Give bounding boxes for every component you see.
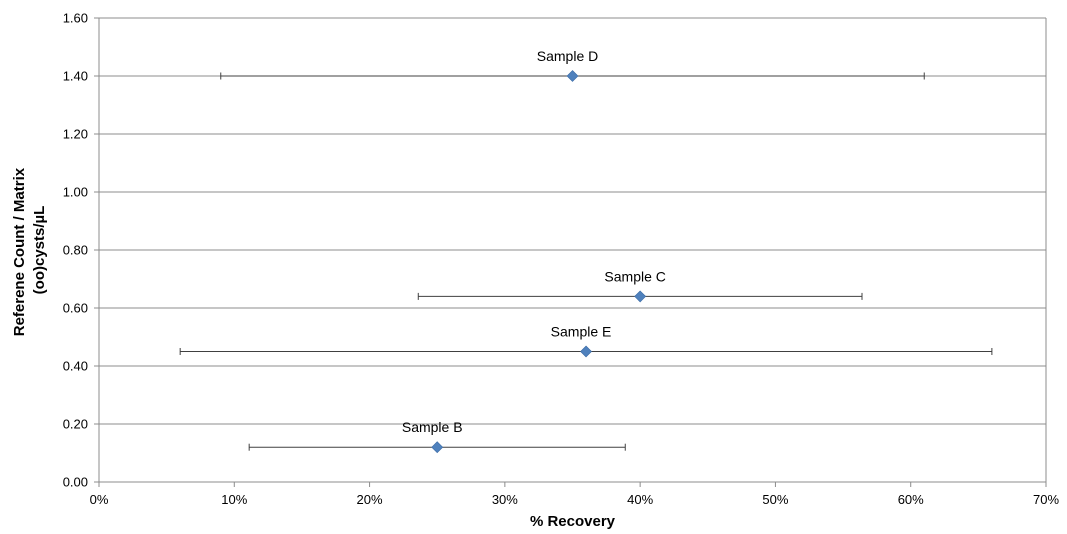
data-point-label: Sample C [604,268,665,284]
data-point-marker [634,290,647,303]
y-tick-label: 0.20 [63,417,88,432]
x-tick-label: 40% [627,492,653,507]
x-tick-label: 30% [492,492,518,507]
data-series: Sample D Sample C Sample E Sample B [179,48,993,454]
x-tick-label: 20% [357,492,383,507]
y-axis-title-line-1: Referene Count / Matrix [11,167,28,336]
y-tick-label: 1.20 [63,127,88,142]
y-tick-label: 0.60 [63,301,88,316]
data-point-label: Sample E [551,324,612,340]
y-tick-label: 1.40 [63,69,88,84]
x-tick-label: 70% [1033,492,1059,507]
y-tick-labels: 0.00 0.20 0.40 0.60 0.80 1.00 1.20 1.40 1.60 [63,11,88,490]
x-axis-title: % Recovery [530,513,616,530]
data-point-marker [566,70,579,82]
y-axis-title-line-2: (oo)cysts/µL [31,206,48,295]
y-tick-label: 0.40 [63,359,88,374]
y-axis-title: Referene Count / Matrix (oo)cysts/µL [11,164,48,337]
x-tick-labels: 0% 10% 20% 30% 40% 50% 60% 70% [90,492,1060,507]
data-point-label: Sample B [402,419,463,435]
x-tick-label: 60% [898,492,924,507]
data-point-group: Sample E [179,324,993,358]
x-tick-label: 10% [221,492,247,507]
data-point-label: Sample D [537,48,598,64]
data-point-marker [431,441,444,454]
y-tick-label: 0.80 [63,243,88,258]
y-tick-label: 1.00 [63,185,88,200]
data-point-marker [580,345,592,358]
y-tick-label: 0.00 [63,475,88,490]
data-point-group: Sample B [248,419,626,454]
x-tick-label: 0% [90,492,109,507]
data-point-group: Sample C [417,268,863,303]
data-point-group: Sample D [220,48,925,82]
x-tick-label: 50% [762,492,788,507]
y-tick-label: 1.60 [63,11,88,26]
axes [94,17,1047,487]
